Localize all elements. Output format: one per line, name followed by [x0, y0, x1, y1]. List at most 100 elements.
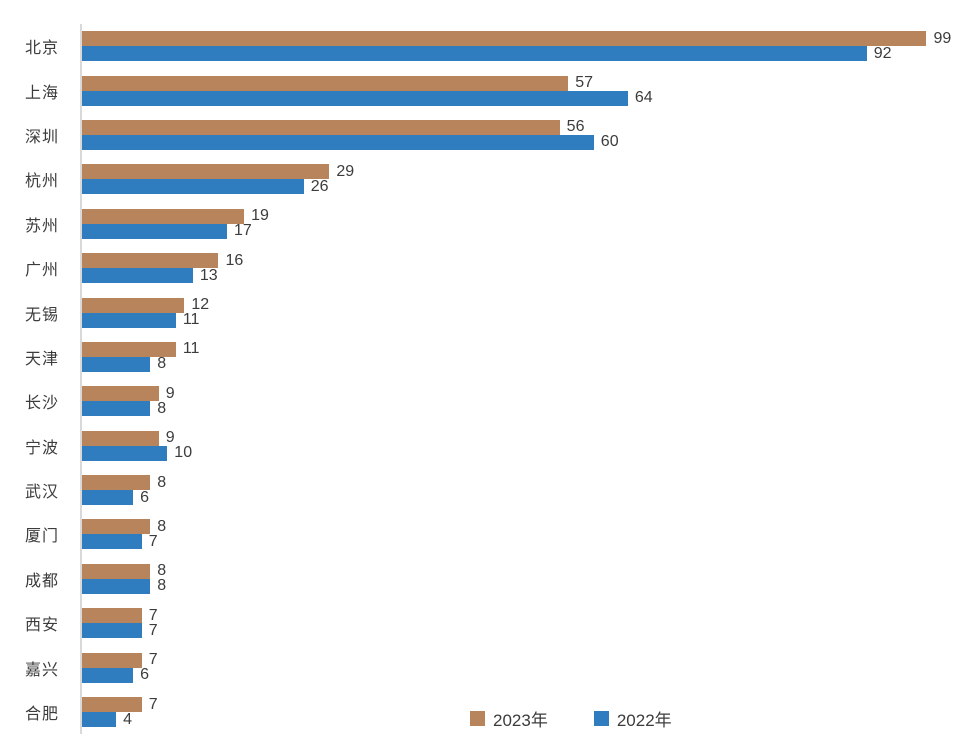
value-label-2023: 7: [148, 695, 158, 713]
bar-2023: [82, 341, 176, 357]
category-label: 广州: [25, 262, 60, 280]
bar-line-2022: 17: [82, 222, 980, 240]
value-label-2023: 7: [148, 606, 158, 624]
bar-line-2023: 9: [82, 384, 980, 402]
category-label: 深圳: [25, 128, 60, 146]
bar-line-2023: 11: [82, 341, 980, 357]
bar-line-2022: 64: [82, 89, 980, 107]
value-label-2022: 8: [157, 577, 167, 595]
value-label-2023: 57: [575, 74, 593, 92]
chart-row: 天津 11 8: [0, 334, 980, 380]
bar-2023: [82, 297, 185, 313]
chart-row: 深圳 56 60: [0, 112, 980, 158]
bar-line-2023: 12: [82, 296, 980, 314]
bar-2022: [82, 534, 142, 550]
chart-row: 武汉 8 6: [0, 467, 980, 513]
category-label: 北京: [25, 40, 60, 58]
bar-line-2023: 56: [82, 118, 980, 136]
value-label-2023: 8: [157, 562, 167, 580]
value-label-2022: 8: [157, 399, 167, 417]
plot-area: 北京 99 92 上海 57 64 深圳 56 60 杭州 29 26 苏州 19 17 广州 16 13 无锡 12…: [0, 24, 980, 735]
value-label-2022: 17: [234, 222, 252, 240]
legend-item-2022: 2022年: [593, 706, 672, 731]
legend: 2023年 2022年: [470, 706, 672, 731]
bar-2022: [82, 134, 594, 150]
category-label: 武汉: [25, 484, 60, 502]
category-label: 嘉兴: [25, 661, 60, 679]
bar-2023: [82, 208, 245, 224]
value-label-2023: 8: [157, 473, 167, 491]
value-label-2023: 16: [225, 251, 244, 269]
bar-line-2022: 4: [82, 710, 980, 728]
bar-line-2022: 10: [82, 445, 980, 461]
bar-2022: [82, 312, 176, 328]
value-label-2022: 64: [634, 89, 653, 107]
chart-row: 广州 16 13: [0, 245, 980, 291]
bar-2023: [82, 475, 151, 491]
chart-row: 合肥 7 4: [0, 689, 980, 735]
chart-row: 上海 57 64: [0, 68, 980, 113]
bar-line-2022: 26: [82, 177, 980, 195]
bar-line-2023: 99: [82, 30, 980, 47]
bar-line-2022: 60: [82, 134, 980, 150]
bar-group: 99 92: [80, 24, 980, 69]
chart-row: 长沙 9 8: [0, 379, 980, 424]
bar-2023: [82, 652, 142, 668]
bar-2022: [82, 578, 151, 594]
chart-row: 无锡 12 11: [0, 290, 980, 335]
bar-group: 9 10: [80, 423, 980, 468]
value-label-2022: 7: [148, 621, 158, 639]
bar-2023: [82, 519, 151, 535]
category-label: 杭州: [25, 173, 60, 191]
bar-line-2022: 8: [82, 356, 980, 372]
value-label-2023: 12: [191, 296, 210, 314]
value-label-2023: 29: [336, 162, 355, 180]
legend-label-2023: 2023年: [493, 711, 548, 730]
bar-2023: [82, 119, 560, 135]
chart-row: 西安 7 7: [0, 601, 980, 646]
bar-line-2022: 7: [82, 621, 980, 639]
bar-2022: [82, 268, 193, 284]
value-label-2023: 7: [148, 651, 158, 669]
category-label: 上海: [25, 84, 60, 102]
bar-2023: [82, 563, 151, 579]
bar-2022: [82, 667, 134, 683]
bar-2023: [82, 608, 142, 624]
chart-row: 杭州 29 26: [0, 157, 980, 202]
category-label: 天津: [25, 350, 60, 368]
bar-2022: [82, 490, 134, 506]
bar-line-2022: 92: [82, 45, 980, 62]
value-label-2023: 8: [157, 517, 167, 535]
value-label-2023: 9: [165, 384, 175, 402]
bar-line-2023: 7: [82, 695, 980, 713]
bar-2023: [82, 75, 569, 91]
value-label-2023: 56: [566, 118, 585, 136]
bar-line-2023: 7: [82, 606, 980, 624]
bar-line-2022: 7: [82, 533, 980, 550]
legend-item-2023: 2023年: [470, 706, 548, 731]
bar-line-2022: 13: [82, 267, 980, 284]
bar-2022: [82, 179, 304, 195]
chart-row: 嘉兴 7 6: [0, 645, 980, 690]
bar-2022: [82, 46, 867, 62]
value-label-2022: 4: [123, 710, 133, 728]
category-label: 合肥: [25, 706, 60, 724]
bar-line-2022: 6: [82, 667, 980, 683]
value-label-2022: 6: [140, 488, 150, 506]
bar-line-2022: 6: [82, 488, 980, 506]
bar-group: 57 64: [80, 68, 980, 113]
value-label-2022: 26: [310, 177, 329, 195]
category-label: 宁波: [25, 439, 60, 457]
legend-swatch-2022: [593, 711, 609, 726]
bar-2022: [82, 623, 142, 639]
legend-label-2022: 2022年: [616, 711, 672, 730]
bar-line-2023: 9: [82, 430, 980, 446]
bar-group: 19 17: [80, 201, 980, 246]
chart-row: 苏州 19 17: [0, 201, 980, 246]
bar-group: 11 8: [80, 334, 980, 380]
bar-line-2023: 7: [82, 651, 980, 669]
